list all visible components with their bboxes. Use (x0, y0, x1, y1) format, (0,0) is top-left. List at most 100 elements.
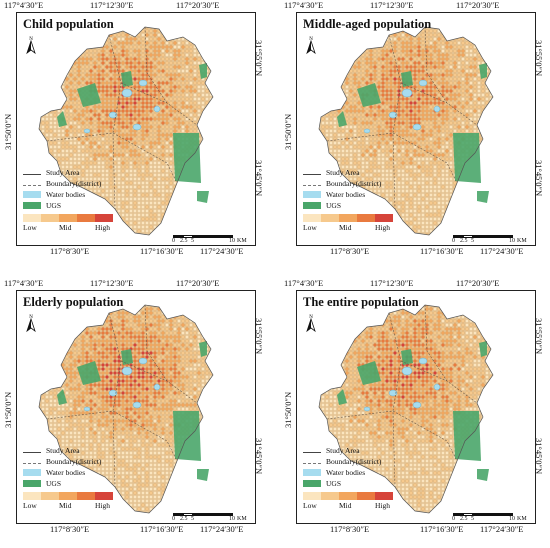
water-body (363, 128, 371, 134)
legend-gradient (303, 214, 423, 222)
scale-bar: 0 2.5 5 10 KM (172, 513, 253, 522)
map-panel-4: 117°4′30″E 117°12′30″E 117°20′30″E 31°50… (280, 278, 544, 534)
right-latitude-tick: 31°55′0″N (254, 40, 264, 77)
right-latitude-tick: 31°45′0″N (534, 160, 544, 197)
water-body (138, 79, 148, 87)
ugs-patch (197, 469, 209, 481)
bottom-longitude-tick: 117°8′30″E (50, 524, 90, 534)
scale-bar: 0 2.5 5 10 KM (452, 513, 533, 522)
ugs-patch (401, 71, 413, 87)
legend-water: Water bodies (303, 189, 423, 200)
water-body (412, 123, 422, 131)
map-legend: Study Area Boundary(district) Water bodi… (303, 167, 423, 233)
map-canvas (318, 304, 494, 514)
legend-ugs: UGS (23, 200, 143, 211)
bottom-longitude-tick: 117°8′30″E (330, 246, 370, 256)
water-body (132, 401, 142, 409)
water-body (83, 128, 91, 134)
district-boundary (424, 304, 448, 382)
district-boundary (46, 132, 178, 184)
legend-boundary: Boundary(district) (23, 178, 143, 189)
north-arrow-icon: N (26, 315, 36, 333)
ugs-patch (453, 411, 481, 461)
legend-gradient-labels: Low Mid High (23, 223, 110, 232)
map-canvas (38, 304, 214, 514)
panel-title: Elderly population (23, 295, 124, 309)
bottom-longitude-tick: 117°8′30″E (330, 524, 370, 534)
water-body (433, 383, 441, 391)
ugs-patch (173, 411, 201, 461)
legend-gradient (23, 492, 143, 500)
map-frame: Elderly population N Study Area Boundary… (16, 290, 256, 524)
bottom-longitude-tick: 117°24′30″E (200, 524, 244, 534)
right-latitude-tick: 31°55′0″N (254, 318, 264, 355)
district-boundary (326, 410, 458, 462)
top-longitude-tick: 117°4′30″E (4, 278, 44, 288)
water-body (121, 366, 133, 376)
legend-ugs: UGS (23, 478, 143, 489)
ugs-patch (357, 361, 381, 385)
left-latitude-tick: 31°50′0″N (3, 391, 13, 428)
top-longitude-tick: 117°20′30″E (176, 278, 220, 288)
top-longitude-tick: 117°4′30″E (284, 278, 324, 288)
map-frame: Child population N Study Area Boundary(d… (16, 12, 256, 246)
left-latitude-tick: 31°50′0″N (283, 391, 293, 428)
ugs-patch (477, 469, 489, 481)
top-longitude-tick: 117°4′30″E (4, 0, 44, 10)
water-body (108, 111, 118, 119)
water-body (433, 105, 441, 113)
bottom-longitude-tick: 117°16′30″E (140, 524, 184, 534)
bottom-longitude-tick: 117°8′30″E (50, 246, 90, 256)
legend-water: Water bodies (23, 467, 143, 478)
ugs-patch (357, 83, 381, 107)
water-body (121, 88, 133, 98)
scale-bar: 0 2.5 5 10 KM (452, 235, 533, 244)
bottom-longitude-tick: 117°24′30″E (480, 524, 524, 534)
ugs-patch (77, 361, 101, 385)
map-panel-1: 117°4′30″E 117°12′30″E 117°20′30″E 31°50… (0, 0, 264, 256)
ugs-patch (337, 389, 347, 405)
district-boundary (388, 312, 402, 488)
map-frame: Middle-aged population N Study Area Boun… (296, 12, 536, 246)
water-body (388, 111, 398, 119)
district-boundary (388, 34, 402, 210)
ugs-patch (121, 349, 133, 365)
legend-study-area: Study Area (23, 167, 143, 178)
right-latitude-tick: 31°55′0″N (534, 318, 544, 355)
ugs-patch (453, 133, 481, 183)
map-panel-2: 117°4′30″E 117°12′30″E 117°20′30″E 31°50… (280, 0, 544, 256)
scale-bar: 0 2.5 5 10 KM (172, 235, 253, 244)
legend-gradient-labels: Low Mid High (303, 223, 390, 232)
bottom-longitude-tick: 117°16′30″E (140, 246, 184, 256)
top-longitude-tick: 117°12′30″E (370, 0, 414, 10)
map-legend: Study Area Boundary(district) Water bodi… (23, 167, 143, 233)
water-body (418, 357, 428, 365)
map-panel-3: 117°4′30″E 117°12′30″E 117°20′30″E 31°50… (0, 278, 264, 534)
legend-boundary: Boundary(district) (303, 178, 423, 189)
water-body (418, 79, 428, 87)
water-body (363, 406, 371, 412)
top-longitude-tick: 117°12′30″E (370, 278, 414, 288)
district-boundary (424, 26, 448, 104)
map-canvas (38, 26, 214, 236)
legend-gradient (303, 492, 423, 500)
legend-study-area: Study Area (303, 167, 423, 178)
legend-gradient-labels: Low Mid High (23, 501, 110, 510)
top-longitude-tick: 117°20′30″E (176, 0, 220, 10)
bottom-longitude-tick: 117°24′30″E (200, 246, 244, 256)
legend-water: Water bodies (303, 467, 423, 478)
district-boundary (46, 410, 178, 462)
water-body (412, 401, 422, 409)
ugs-patch (199, 341, 207, 357)
legend-study-area: Study Area (23, 445, 143, 456)
ugs-patch (173, 133, 201, 183)
ugs-patch (121, 71, 133, 87)
ugs-patch (77, 83, 101, 107)
panel-title: Middle-aged population (303, 17, 432, 31)
legend-gradient (23, 214, 143, 222)
north-arrow-icon: N (26, 37, 36, 55)
legend-boundary: Boundary(district) (23, 456, 143, 467)
right-latitude-tick: 31°45′0″N (254, 160, 264, 197)
water-body (83, 406, 91, 412)
north-arrow-icon: N (306, 37, 316, 55)
